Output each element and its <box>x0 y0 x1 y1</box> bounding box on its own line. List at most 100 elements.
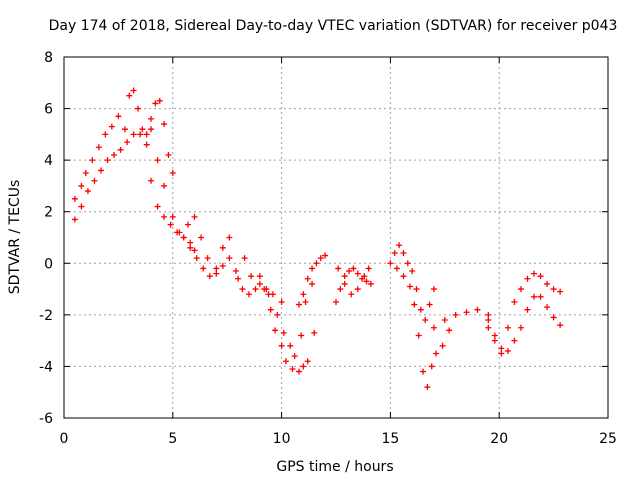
data-point <box>396 242 403 249</box>
data-point <box>180 234 187 241</box>
data-point <box>117 146 124 153</box>
data-point <box>282 358 289 365</box>
data-point <box>491 332 498 339</box>
data-point <box>193 255 200 262</box>
data-point <box>557 322 564 329</box>
data-point <box>511 337 518 344</box>
data-point <box>531 270 538 277</box>
data-point <box>291 353 298 360</box>
data-point <box>309 265 316 272</box>
data-point <box>420 368 427 375</box>
data-point <box>267 306 274 313</box>
data-point <box>393 265 400 272</box>
data-point <box>504 347 511 354</box>
data-point <box>78 182 85 189</box>
data-point <box>474 306 481 313</box>
data-point <box>428 363 435 370</box>
data-point <box>313 260 320 267</box>
data-point <box>422 317 429 324</box>
data-point <box>252 286 259 293</box>
data-point <box>139 126 146 133</box>
data-point <box>404 260 411 267</box>
data-point <box>148 115 155 122</box>
data-point <box>213 270 220 277</box>
data-point <box>537 273 544 280</box>
data-point <box>333 298 339 305</box>
data-point <box>498 350 505 357</box>
data-point <box>169 170 176 177</box>
data-point <box>200 265 207 272</box>
data-point <box>143 131 150 138</box>
data-point <box>409 268 416 275</box>
data-point <box>241 255 248 262</box>
data-series <box>430 306 492 331</box>
data-point <box>265 291 272 298</box>
data-point <box>91 177 98 184</box>
data-point <box>317 255 324 262</box>
data-point <box>430 324 437 331</box>
data-point <box>544 280 551 287</box>
data-point <box>387 260 394 267</box>
plot-frame <box>63 56 609 419</box>
data-point <box>341 280 348 287</box>
x-tick-label: 15 <box>381 431 399 447</box>
data-point <box>322 252 329 259</box>
data-point <box>289 366 296 373</box>
data-point <box>354 286 361 293</box>
data-point <box>134 105 141 112</box>
data-point <box>278 298 285 305</box>
data-point <box>187 244 194 251</box>
data-point <box>97 167 104 174</box>
data-point <box>274 311 281 318</box>
data-point <box>430 286 437 293</box>
data-point <box>154 203 161 210</box>
data-point <box>391 249 398 256</box>
data-point <box>165 151 172 158</box>
data-point <box>411 301 418 308</box>
data-point <box>124 139 131 146</box>
data-point <box>191 247 198 254</box>
data-series <box>393 265 453 391</box>
data-point <box>167 221 174 228</box>
data-point <box>104 157 111 164</box>
x-tick-label: 5 <box>168 431 177 447</box>
data-point <box>102 131 109 138</box>
data-point <box>161 213 168 220</box>
data-point <box>433 350 440 357</box>
data-point <box>544 304 551 311</box>
data-point <box>187 239 194 246</box>
data-point <box>524 275 531 282</box>
data-point <box>261 286 268 293</box>
data-point <box>417 306 424 313</box>
data-point <box>350 265 357 272</box>
data-point <box>204 255 211 262</box>
data-point <box>71 216 78 223</box>
data-point <box>71 195 78 202</box>
data-point <box>337 286 344 293</box>
data-point <box>304 275 311 282</box>
gridlines <box>64 57 608 418</box>
data-point <box>206 273 213 280</box>
data-point <box>219 244 226 251</box>
data-point <box>517 324 524 331</box>
data-point <box>108 123 115 130</box>
data-point <box>406 283 413 290</box>
data-point <box>363 278 370 285</box>
data-point <box>89 157 96 164</box>
data-point <box>485 311 492 318</box>
data-point <box>239 286 246 293</box>
data-point <box>485 324 492 331</box>
data-point <box>511 298 518 305</box>
data-point <box>300 363 307 370</box>
data-point <box>154 157 161 164</box>
data-series <box>261 286 311 375</box>
data-point <box>232 268 239 275</box>
x-tick-label: 25 <box>599 431 617 447</box>
data-point <box>226 255 233 262</box>
data-point <box>452 311 459 318</box>
data-point <box>354 270 361 277</box>
data-point <box>143 141 150 148</box>
data-points <box>71 87 564 391</box>
data-point <box>296 368 303 375</box>
data-series <box>256 273 316 360</box>
